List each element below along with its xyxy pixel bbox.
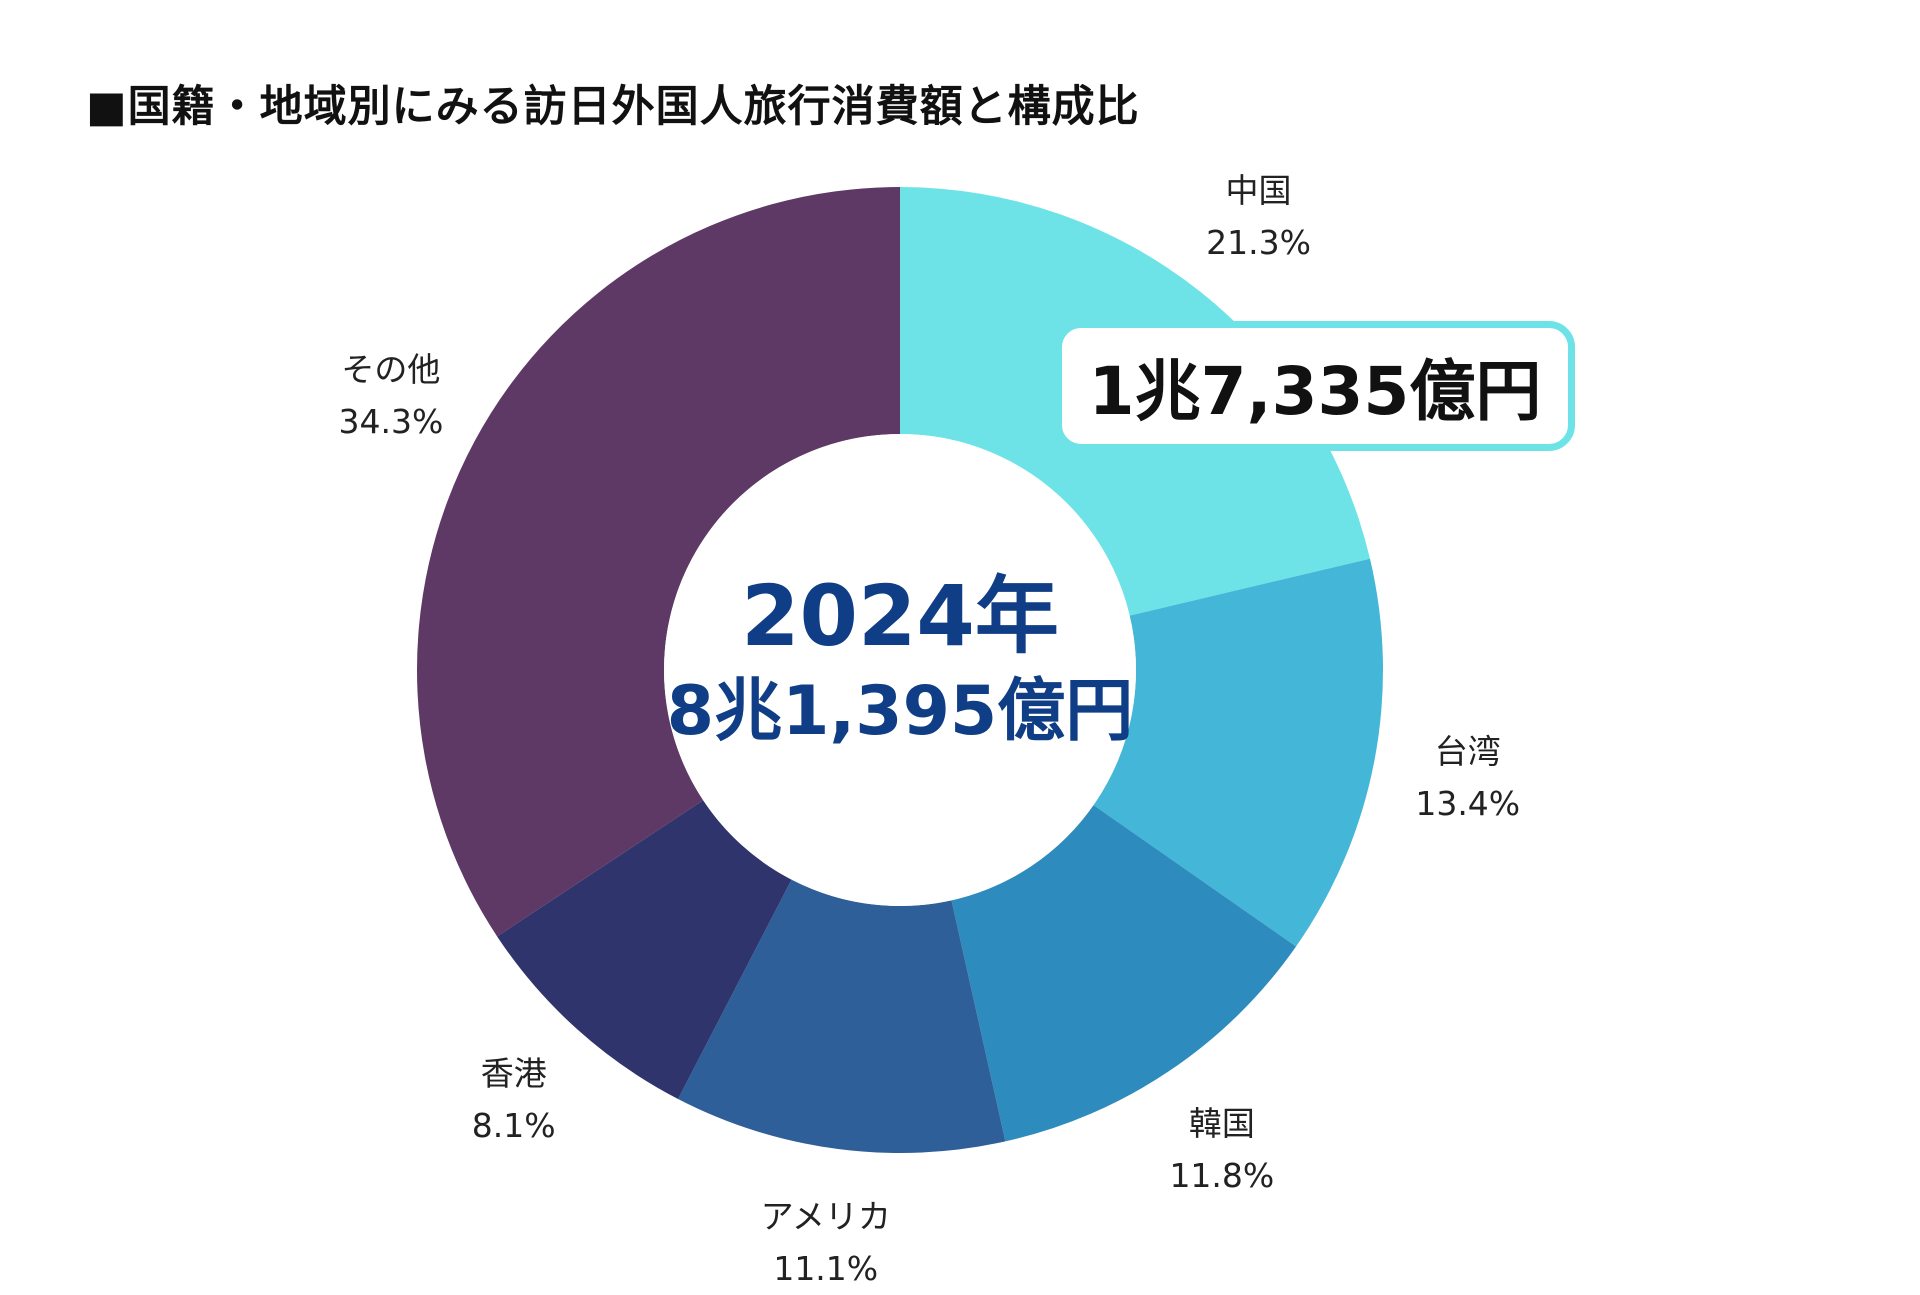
slice-label-4: アメリカ 11.1% (761, 1191, 891, 1295)
slice-2 (1093, 558, 1384, 947)
slice-5 (497, 800, 792, 1099)
slice-category: アメリカ (760, 1197, 891, 1237)
slice-value: 11.8% (1169, 1156, 1275, 1196)
slice-category: 中国 (1225, 170, 1292, 210)
slice-category: 台湾 (1434, 732, 1501, 772)
slice-category: その他 (341, 350, 441, 390)
slice-label-1: 中国 21.3% (1206, 165, 1311, 269)
slice-3 (951, 805, 1297, 1142)
slice-value: 13.4% (1415, 784, 1521, 824)
slice-value: 34.3% (338, 402, 444, 442)
slice-4 (678, 879, 1006, 1153)
slice-category: 香港 (480, 1053, 547, 1093)
slice-value: 8.1% (471, 1105, 556, 1145)
center-summary: 2024年 8兆1,395億円 (667, 564, 1133, 756)
slice-value: 21.3% (1206, 222, 1311, 262)
slice-label-5: 香港 8.1% (472, 1048, 556, 1152)
china-amount-callout: 1兆7,335億円 (1055, 321, 1575, 451)
center-total: 8兆1,395億円 (666, 672, 1134, 751)
slice-value: 11.1% (773, 1249, 879, 1289)
slice-label-6: その他 34.3% (338, 344, 443, 448)
donut-hole (664, 434, 1136, 906)
chart-title: ■国籍・地域別にみる訪日外国人旅行消費額と構成比 (86, 82, 1140, 132)
slice-label-3: 韓国 11.8% (1169, 1098, 1274, 1202)
slice-label-2: 台湾 13.4% (1415, 726, 1520, 830)
slice-6 (417, 187, 900, 937)
center-year: 2024年 (741, 567, 1059, 665)
slice-category: 韓国 (1188, 1104, 1255, 1144)
